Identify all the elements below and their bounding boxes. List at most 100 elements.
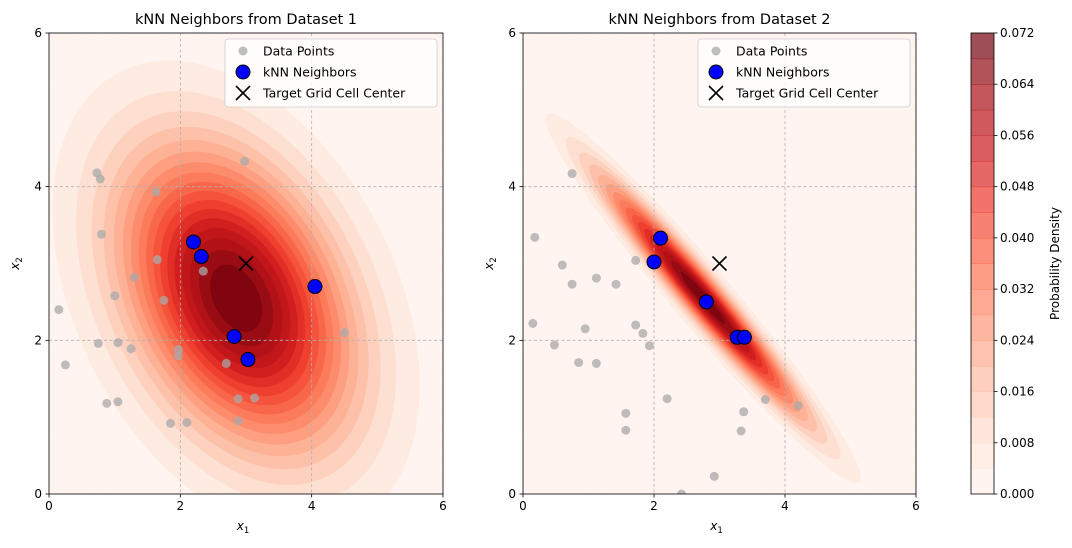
data-point — [250, 393, 260, 403]
x-tick-label: 4 — [781, 499, 789, 513]
y-tick-label: 6 — [34, 26, 42, 40]
colorbar-tick-label: 0.024 — [1000, 333, 1034, 347]
colorbar-tick-label: 0.000 — [1000, 487, 1034, 501]
x-axis-label-subscript: 1 — [717, 526, 722, 536]
legend-marker-target — [235, 85, 251, 101]
knn-neighbor-point — [185, 234, 201, 250]
knn-neighbor-point — [736, 329, 752, 345]
colorbar-band — [971, 263, 994, 290]
x-tick-label: 0 — [45, 499, 53, 513]
y-tick-label: 6 — [508, 26, 516, 40]
data-point — [709, 471, 719, 481]
data-point — [644, 341, 654, 351]
legend-marker-data-points — [238, 46, 248, 56]
x-tick-label: 2 — [650, 499, 658, 513]
data-point — [221, 358, 231, 368]
data-point — [102, 398, 112, 408]
knn-neighbor-point — [193, 249, 209, 265]
plot-area — [523, 33, 916, 494]
data-point — [159, 295, 169, 305]
data-point — [591, 358, 601, 368]
y-axis-label: x2 — [482, 257, 499, 271]
data-point — [182, 418, 192, 428]
x-axis-label: x1 — [236, 519, 250, 536]
x-tick-label: 6 — [439, 499, 447, 513]
colorbar: 0.000 0.008 0.016 0.024 0.032 0.040 0.048 0.056… — [970, 26, 1062, 501]
plot-frame — [522, 32, 917, 495]
data-point — [54, 305, 64, 315]
chart-title: kNN Neighbors from Dataset 1 — [135, 12, 357, 28]
colorbar-tick-label: 0.016 — [1000, 385, 1034, 399]
colorbar-band — [971, 186, 994, 213]
data-point — [113, 397, 123, 407]
data-point — [662, 394, 672, 404]
y-tick-label: 0 — [34, 487, 42, 501]
data-point — [567, 169, 577, 179]
knn-neighbor-point — [653, 230, 669, 246]
legend-marker-knn-neighbors — [708, 64, 724, 80]
legend-frame — [697, 38, 911, 108]
target-marker-stroke — [711, 255, 728, 272]
y-tick-label: 2 — [508, 333, 516, 347]
x-tick-label: 6 — [912, 499, 920, 513]
x-axis-label-main: x — [236, 519, 245, 533]
data-point — [736, 426, 746, 436]
knn-neighbor-point — [698, 294, 714, 310]
x-tick-label: 2 — [177, 499, 185, 513]
data-point — [574, 358, 584, 368]
colorbar-tick-label: 0.056 — [1000, 128, 1034, 142]
data-point — [638, 328, 648, 338]
colorbar-band — [971, 58, 994, 85]
x-axis-label-subscript: 1 — [244, 526, 249, 536]
data-point — [126, 344, 136, 354]
colorbar-band — [971, 365, 994, 393]
data-point — [793, 401, 803, 411]
colorbar-band — [971, 314, 994, 341]
chart-title: kNN Neighbors from Dataset 2 — [608, 12, 830, 28]
y-tick-label: 2 — [34, 333, 42, 347]
plot-area — [49, 33, 443, 494]
data-point — [631, 320, 641, 330]
colorbar-band — [971, 468, 994, 495]
x-axis-label-main: x — [709, 519, 718, 533]
colorbar-band — [971, 289, 994, 316]
plot-frame — [48, 32, 444, 495]
y-axis-label-subscript: 2 — [15, 257, 25, 262]
data-point — [129, 272, 139, 282]
y-tick-label: 0 — [508, 487, 516, 501]
legend-marker-knn-neighbors — [235, 64, 251, 80]
target-marker — [711, 255, 728, 272]
x-tick-label: 0 — [519, 499, 527, 513]
legend-marker-target — [708, 85, 724, 101]
legend-label: kNN Neighbors — [263, 65, 357, 80]
legend-marker-data-points — [711, 46, 721, 56]
data-point — [110, 291, 120, 301]
colorbar-band — [971, 161, 994, 188]
colorbar-band — [971, 442, 994, 469]
colorbar-band — [971, 135, 994, 162]
data-point — [591, 273, 601, 283]
data-point — [528, 318, 538, 328]
data-point — [113, 338, 123, 348]
colorbar-tick-label: 0.008 — [1000, 436, 1034, 450]
knn-neighbor-point — [226, 328, 242, 344]
colorbar-tick-label: 0.032 — [1000, 282, 1034, 296]
data-point — [151, 187, 161, 197]
data-point — [152, 255, 162, 265]
data-point — [611, 279, 621, 289]
colorbar-band — [971, 391, 994, 418]
data-point — [233, 416, 243, 426]
y-axis-label: x2 — [8, 257, 25, 271]
legend-label: kNN Neighbors — [736, 65, 830, 80]
colorbar-band — [971, 33, 994, 60]
y-axis-label-subscript: 2 — [489, 257, 499, 262]
legend: Data Points kNN Neighbors Target Grid Cell… — [224, 38, 438, 108]
legend-label: Target Grid Cell Center — [262, 86, 406, 101]
target-marker-stroke — [238, 255, 254, 272]
legend-label: Data Points — [263, 44, 334, 59]
data-point — [240, 156, 250, 166]
data-point — [760, 394, 770, 404]
density-contour-band — [210, 264, 263, 332]
colorbar-tick-label: 0.064 — [1000, 77, 1034, 91]
data-point — [677, 489, 687, 494]
